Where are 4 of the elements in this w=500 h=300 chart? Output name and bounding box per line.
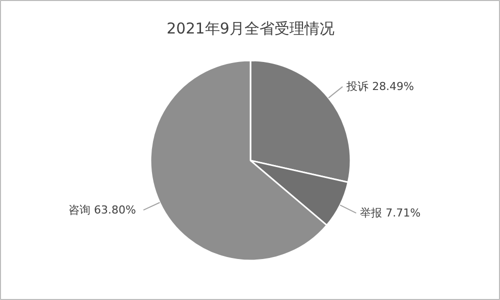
slice-label: 投诉 28.49% <box>346 80 414 94</box>
slice-label: 举报 7.71% <box>360 206 421 220</box>
chart-title: 2021年9月全省受理情况 <box>166 20 334 38</box>
slice-label: 咨询 63.80% <box>68 204 136 217</box>
